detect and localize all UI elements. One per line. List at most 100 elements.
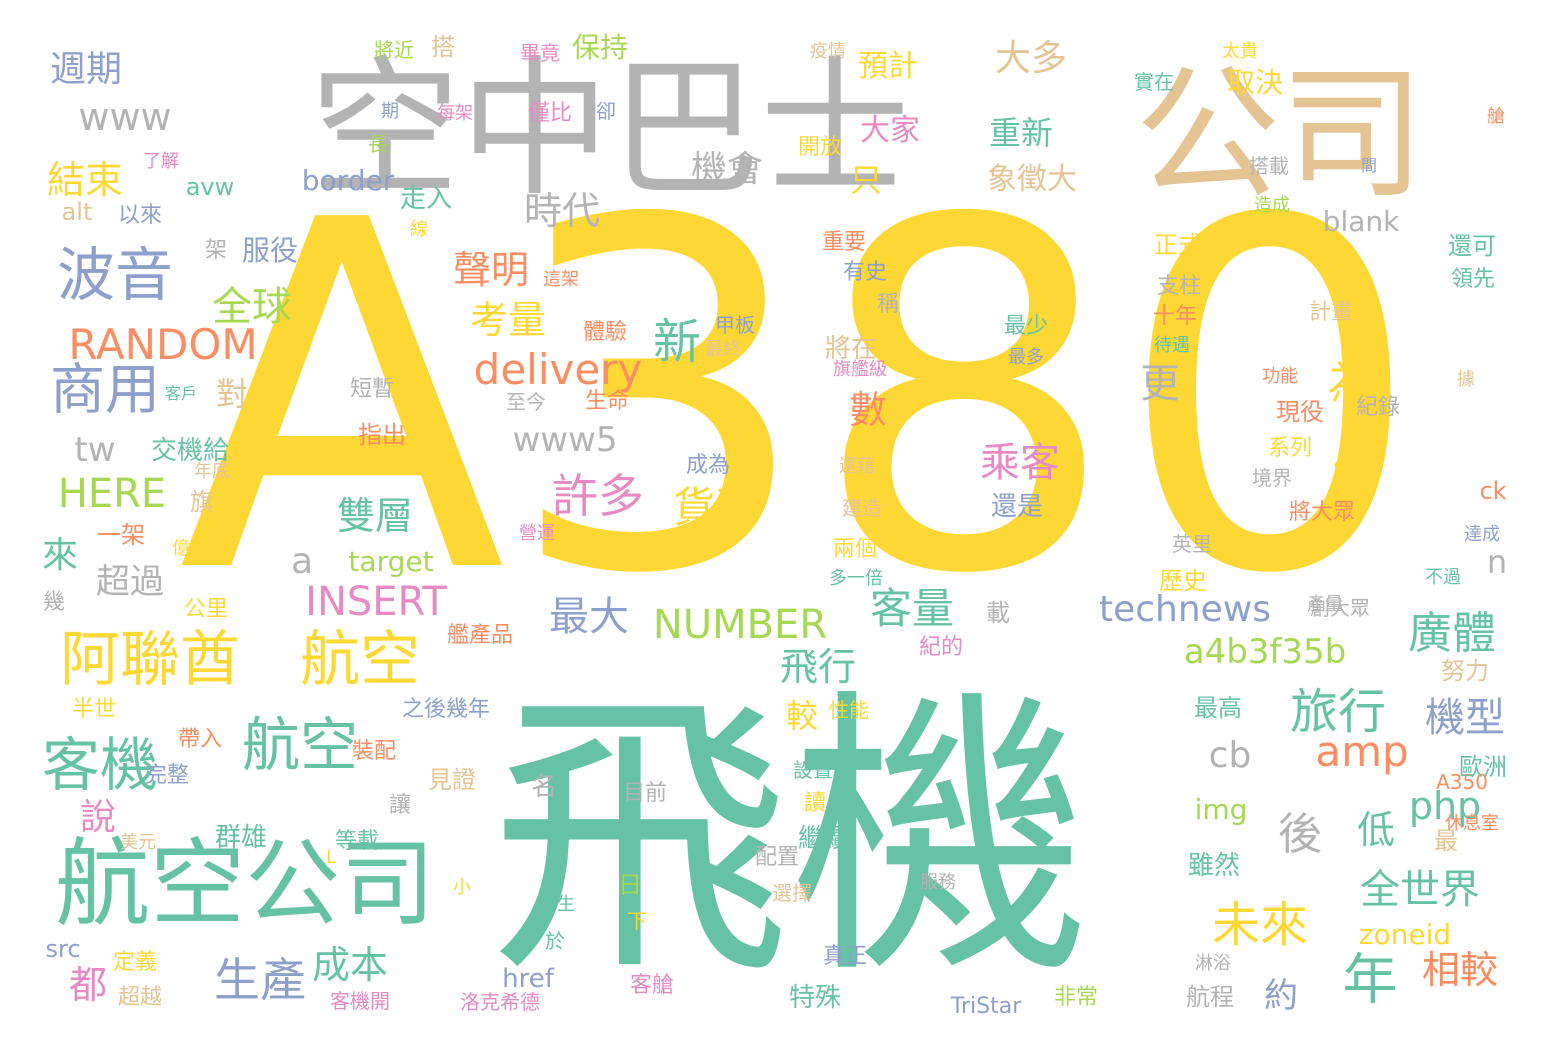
word-161: 正式 — [1154, 231, 1202, 259]
word-61: 取決 — [1226, 66, 1284, 99]
word-21: amp — [1315, 727, 1409, 776]
word-138: 努力 — [1441, 657, 1489, 685]
word-36: 說 — [79, 797, 117, 838]
word-163: 最多 — [1008, 347, 1044, 368]
word-19: www5 — [512, 420, 618, 460]
word-166: 旗艦級 — [833, 359, 887, 380]
word-106: 客艙 — [629, 973, 675, 998]
word-29: 全世界 — [1360, 867, 1480, 913]
word-24: a — [290, 541, 314, 582]
word-57: 象徵大 — [987, 162, 1077, 197]
word-168: 稱 — [876, 292, 900, 317]
word-116: 之後幾年 — [401, 697, 491, 722]
word-183: 長 — [368, 132, 388, 156]
word-141: 休息室 — [1445, 813, 1499, 834]
word-108: 總生 — [539, 894, 575, 915]
word-37: 客量 — [869, 584, 955, 633]
word-80: avw — [185, 173, 235, 201]
word-174: 體驗 — [582, 320, 628, 345]
word-2: 空中巴士 — [309, 43, 911, 217]
word-67: 低 — [1356, 808, 1396, 852]
word-93: 幾 — [42, 590, 66, 615]
word-131: 真正 — [822, 944, 868, 969]
word-65: 超過 — [96, 562, 164, 602]
word-68: 約 — [1264, 976, 1298, 1016]
word-38: 許多 — [552, 469, 644, 523]
word-188: 僅比 — [527, 101, 573, 126]
word-72: border — [301, 164, 395, 197]
word-16: INSERT — [305, 579, 447, 625]
word-13: NUMBER — [652, 602, 828, 648]
word-81: ck — [1479, 477, 1507, 505]
word-157: 待遇 — [1154, 335, 1190, 356]
word-32: 相較 — [1421, 948, 1499, 992]
word-118: 產量 — [1307, 594, 1343, 615]
word-167: 將在 — [824, 334, 878, 364]
word-147: 載 — [986, 599, 1010, 627]
word-83: A350 — [1436, 770, 1488, 794]
word-7: 客機 — [41, 731, 159, 799]
word-136: 雖然 — [1187, 851, 1241, 881]
word-159: 還可 — [1448, 232, 1496, 260]
word-190: 疫情 — [810, 41, 846, 62]
word-193: 太貴 — [1222, 41, 1258, 62]
word-110: 下 — [627, 909, 647, 933]
word-75: zoneid — [1358, 918, 1452, 951]
word-41: 為 — [1328, 358, 1372, 409]
word-44: 最大 — [549, 594, 629, 640]
word-139: 歐洲 — [1459, 753, 1507, 781]
word-58: 只 — [849, 161, 883, 199]
word-149: 境界 — [1252, 466, 1292, 490]
word-59: 大家 — [860, 113, 920, 148]
word-180: 這架 — [543, 269, 579, 290]
word-172: 甲板 — [715, 313, 755, 337]
word-33: 生產 — [214, 953, 306, 1007]
word-146: 歷史 — [1159, 567, 1207, 595]
word-169: 有史 — [842, 260, 888, 285]
word-124: 性能 — [829, 698, 869, 722]
word-99: 群雄 — [214, 823, 268, 853]
word-92: 億 — [172, 538, 190, 559]
word-91: 一架 — [97, 521, 145, 549]
word-160: 領先 — [1450, 267, 1496, 292]
word-173: 最終 — [705, 339, 741, 360]
word-71: 對 — [215, 375, 249, 413]
word-52: 機會 — [690, 149, 764, 190]
word-88: 交機給 — [150, 436, 230, 466]
word-184: 期 — [381, 101, 399, 122]
word-109: 於 — [545, 929, 565, 953]
word-49: 數 — [848, 388, 888, 432]
word-90: 旗 — [190, 488, 214, 516]
word-151: 現役 — [1276, 398, 1324, 426]
word-198: 了解 — [143, 151, 179, 172]
word-194: 搭載 — [1249, 154, 1289, 178]
word-145: 英里 — [1172, 532, 1212, 556]
word-164: 還是 — [990, 492, 1044, 522]
word-82: TriStar — [950, 994, 1022, 1019]
word-152: 紀錄 — [1355, 395, 1401, 420]
word-162: 最少 — [1003, 314, 1049, 339]
word-54: 週期 — [49, 49, 123, 90]
word-189: 卻 — [596, 99, 616, 123]
word-85: 以來 — [117, 203, 163, 228]
word-129: 選擇 — [772, 881, 812, 905]
word-69: 飛行 — [779, 645, 857, 689]
word-56: 重新 — [988, 114, 1054, 152]
word-77: href — [502, 964, 554, 994]
word-175: 生命 — [584, 389, 630, 414]
word-137: 最高 — [1194, 694, 1242, 722]
word-78: src — [45, 935, 81, 963]
word-187: 每架 — [437, 103, 473, 124]
word-43: 雙層 — [336, 494, 414, 538]
word-1: 飛機 — [490, 665, 1090, 1014]
word-134: 航程 — [1186, 983, 1234, 1011]
word-199: 營運 — [519, 523, 555, 544]
word-105: 洛克希德 — [460, 990, 540, 1014]
word-113: 名 — [530, 772, 558, 802]
word-165: 成為 — [685, 453, 731, 478]
word-155: 計畫 — [1308, 300, 1354, 325]
word-120: 建造 — [842, 496, 882, 520]
word-5: 阿聯酋 — [60, 625, 240, 695]
word-73: blank — [1322, 205, 1400, 238]
word-122: 兩個 — [832, 537, 878, 562]
